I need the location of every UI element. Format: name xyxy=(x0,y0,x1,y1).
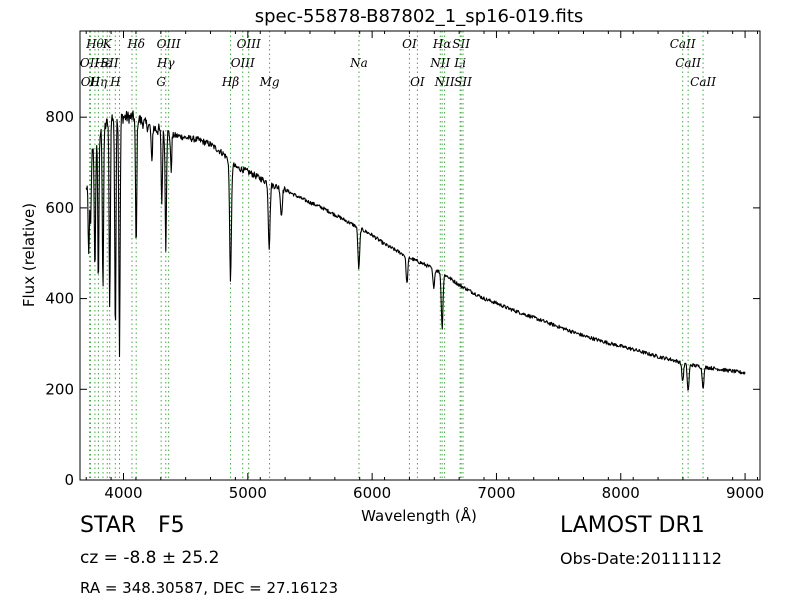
x-tick-label: 7000 xyxy=(477,484,515,502)
line-marker-label: Hη xyxy=(89,75,108,89)
coordinates: RA = 348.30587, DEC = 27.16123 xyxy=(80,579,339,597)
line-marker-label: OIII xyxy=(231,56,255,70)
line-marker-label: CaII xyxy=(675,56,701,70)
survey-name: LAMOST DR1 xyxy=(560,513,705,538)
line-marker-label: OIII xyxy=(237,37,261,51)
y-tick-label: 400 xyxy=(45,290,74,308)
line-marker-label: Hα xyxy=(432,37,452,51)
line-marker-label: NII xyxy=(429,56,450,70)
line-marker-label: Li xyxy=(453,56,466,70)
line-marker-label: OIII xyxy=(157,37,181,51)
y-tick-label: 800 xyxy=(45,108,74,126)
object-subclass: F5 xyxy=(158,513,185,538)
line-marker-label: Na xyxy=(349,56,368,70)
plot-frame xyxy=(79,30,761,481)
x-axis-label: Wavelength (Å) xyxy=(361,506,477,525)
x-tick-label: 4000 xyxy=(104,484,142,502)
y-tick-label: 600 xyxy=(45,199,74,217)
line-marker-label: Mg xyxy=(259,75,280,89)
redshift-value: cz = -8.8 ± 25.2 xyxy=(80,548,220,568)
line-marker-label: SII xyxy=(101,56,119,70)
y-tick-label: 0 xyxy=(64,471,74,489)
line-marker-label: SII xyxy=(452,37,470,51)
line-marker-label: NII xyxy=(434,75,455,89)
line-markers: OIIOIIHθHηHεKSIIHHδGHγOIIIHβOIIIOIIIMgNa… xyxy=(80,31,716,480)
spectrum-line xyxy=(85,110,746,391)
x-tick-label: 9000 xyxy=(726,484,764,502)
line-marker-label: OI xyxy=(410,75,425,89)
line-marker-label: CaII xyxy=(670,37,696,51)
x-tick-label: 6000 xyxy=(353,484,391,502)
line-marker-label: Hγ xyxy=(156,56,175,70)
line-marker-label: SII xyxy=(454,75,472,89)
chart-title: spec-55878-B87802_1_sp16-019.fits xyxy=(255,6,584,27)
object-class: STAR xyxy=(80,513,137,538)
line-marker-label: K xyxy=(102,37,113,51)
line-marker-label: CaII xyxy=(690,75,716,89)
observation-date: Obs-Date:20111112 xyxy=(560,549,722,568)
line-marker-label: Hβ xyxy=(221,75,239,89)
line-marker-label: G xyxy=(156,75,166,89)
line-marker-label: OII xyxy=(81,75,101,89)
x-tick-label: 8000 xyxy=(602,484,640,502)
y-axis-label: Flux (relative) xyxy=(20,203,38,307)
x-tick-label: 5000 xyxy=(229,484,267,502)
line-marker-label: H xyxy=(109,75,121,89)
line-marker-label: OI xyxy=(402,37,417,51)
line-marker-label: Hδ xyxy=(126,37,145,51)
y-tick-label: 200 xyxy=(45,380,74,398)
axis-ticks: 4000 5000 6000 7000 8000 9000 0 200 400 600 800 xyxy=(45,31,764,502)
line-marker-label: Hθ xyxy=(85,37,104,51)
